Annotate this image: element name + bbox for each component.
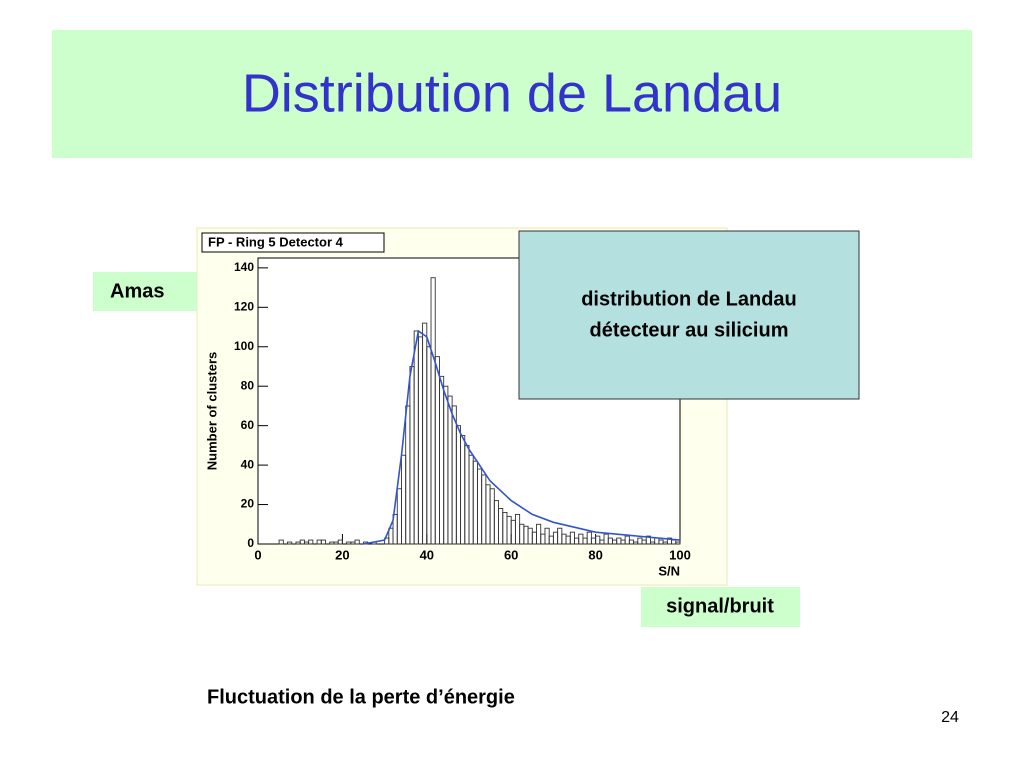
slide-title: Distribution de Landau (242, 63, 782, 123)
bar (354, 539, 360, 545)
chart-title: FP - Ring 5 Detector 4 (208, 234, 344, 249)
label-bottom: signal/bruit (666, 595, 774, 617)
y-tick-label: 60 (241, 418, 255, 432)
y-tick-label: 100 (234, 339, 254, 353)
label-box (93, 272, 197, 311)
bar (337, 539, 343, 545)
x-tick-label: 100 (669, 547, 691, 562)
y-tick-label: 0 (247, 536, 254, 550)
y-axis-label: Number of clusters (204, 352, 219, 470)
bar (675, 541, 681, 545)
page-number: 24 (941, 709, 959, 726)
bar (308, 539, 314, 545)
fit-line (363, 329, 681, 545)
bar (287, 541, 293, 545)
bar (320, 539, 326, 545)
x-tick-label: 80 (588, 547, 602, 562)
y-tick-label: 140 (234, 260, 254, 274)
bar (278, 539, 284, 545)
x-axis-label: S/N (658, 563, 680, 578)
y-tick-label: 20 (241, 497, 255, 511)
y-tick-label: 120 (234, 299, 254, 313)
title-box (52, 30, 972, 158)
y-tick-label: 40 (241, 457, 255, 471)
chart-title-box (201, 232, 385, 253)
note-box (518, 230, 860, 400)
note-line: détecteur au silicium (590, 319, 789, 341)
label-box (641, 587, 800, 627)
x-tick-label: 20 (335, 547, 349, 562)
y-tick-label: 80 (241, 378, 255, 392)
note-line: distribution de Landau (581, 288, 797, 310)
bar (645, 535, 651, 545)
x-tick-label: 60 (504, 547, 518, 562)
x-tick-label: 40 (420, 547, 434, 562)
caption: Fluctuation de la perte d’énergie (207, 686, 515, 708)
x-tick-label: 0 (254, 547, 261, 562)
label-left: Amas (110, 280, 164, 302)
